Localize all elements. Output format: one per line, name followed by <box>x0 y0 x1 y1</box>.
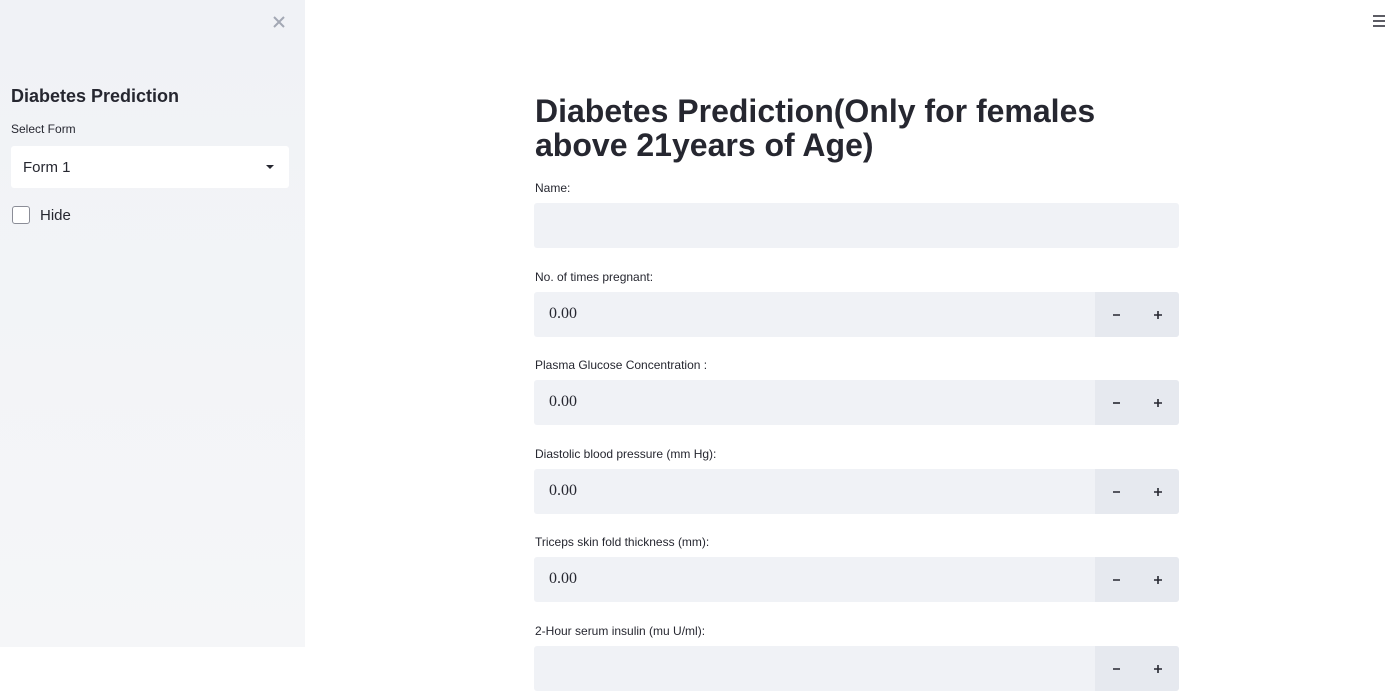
stepper-icons[interactable] <box>1095 557 1179 602</box>
checkbox[interactable] <box>12 206 30 224</box>
stepper-icons[interactable] <box>1095 380 1179 425</box>
stepper-icons[interactable] <box>1095 646 1179 691</box>
stepper-icons[interactable] <box>1095 469 1179 514</box>
input-value: 0.00 <box>549 304 577 322</box>
input-value: 0.00 <box>549 570 577 587</box>
checkbox-label[interactable]: Hide <box>40 207 71 224</box>
field-label: 2-Hour serum insulin (mu U/ml): <box>535 623 706 638</box>
stepper-icons[interactable] <box>1095 292 1179 337</box>
select[interactable]: Form 1 <box>11 146 289 188</box>
input-value: 0.00 <box>549 393 577 410</box>
close-icon[interactable] <box>272 15 286 29</box>
field-label: Diastolic blood pressure (mm Hg): <box>535 446 717 461</box>
page-title: Diabetes Prediction(Only for females abo… <box>535 93 1096 163</box>
number-input[interactable]: 0.00 <box>534 468 1179 514</box>
number-input[interactable] <box>534 645 1179 691</box>
select-label: Select Form <box>11 122 76 136</box>
field-label: Triceps skin fold thickness (mm): <box>535 535 710 549</box>
number-input[interactable]: 0.00 <box>534 380 1179 425</box>
number-input[interactable]: 0.00 <box>534 557 1179 602</box>
stepper <box>1095 468 1179 514</box>
stepper <box>1095 291 1179 337</box>
stepper <box>1095 557 1179 602</box>
field-label: Plasma Glucose Concentration : <box>535 358 708 372</box>
field-label: No. of times pregnant: <box>535 269 654 284</box>
select-value: Form 1 <box>23 159 71 176</box>
number-input[interactable]: 0.00 <box>534 291 1179 337</box>
main: Diabetes Prediction(Only for females abo… <box>305 0 1400 691</box>
sidebar: Diabetes Prediction Select Form Form 1 H… <box>0 0 305 647</box>
dropdown-arrow <box>266 165 274 169</box>
stepper <box>1095 645 1179 691</box>
stepper <box>1095 380 1179 425</box>
input-value: 0.00 <box>549 481 577 499</box>
sidebar-title: Diabetes Prediction <box>11 86 180 106</box>
menu-icon[interactable] <box>1372 14 1386 28</box>
text-input[interactable] <box>534 203 1179 248</box>
field-label: Name: <box>535 181 571 195</box>
